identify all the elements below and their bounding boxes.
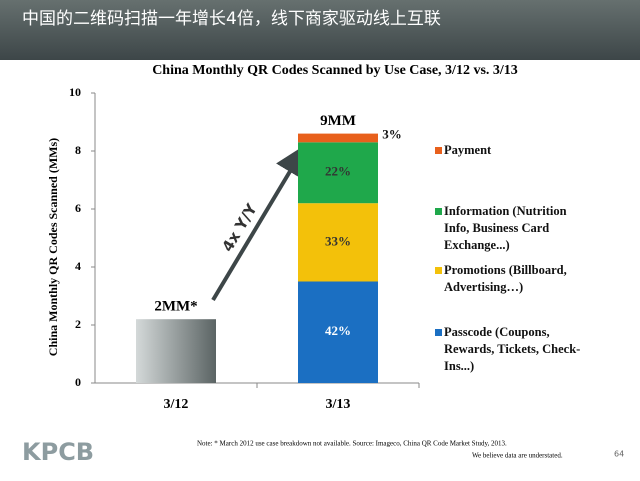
- y-tick-label: 8: [75, 143, 81, 157]
- segment-label: 42%: [325, 323, 351, 338]
- legend-label: Passcode (Coupons, Rewards, Tickets, Che…: [444, 325, 581, 373]
- legend-entry: Promotions (Billboard, Advertising…): [435, 262, 594, 296]
- bar: [136, 319, 216, 383]
- segment-label: 33%: [325, 233, 351, 248]
- legend-label: Payment: [444, 143, 492, 157]
- header: 中国的二维码扫描一年增长4倍，线下商家驱动线上互联: [0, 0, 640, 60]
- legend-label: Information (Nutrition Info, Business Ca…: [444, 204, 567, 252]
- segment-label: 22%: [325, 164, 351, 179]
- bar-segment: [298, 142, 378, 204]
- legend-label: Promotions (Billboard, Advertising…): [444, 263, 567, 294]
- legend-swatch: [435, 208, 442, 215]
- bar-segment: [298, 133, 378, 143]
- legend-swatch: [435, 267, 442, 274]
- y-tick-label: 2: [75, 317, 81, 331]
- note: Note: * March 2012 use case breakdown no…: [197, 440, 507, 448]
- caveat: We believe data are understated.: [472, 452, 563, 460]
- x-tick-label: 3/12: [164, 397, 189, 412]
- y-tick-label: 4: [75, 259, 81, 273]
- y-tick-label: 6: [75, 201, 81, 215]
- y-tick-label: 10: [69, 85, 81, 99]
- logo: KPCB: [22, 438, 94, 466]
- bar-segment: [298, 203, 378, 282]
- legend-swatch: [435, 147, 442, 154]
- page-number: 64: [614, 450, 624, 459]
- bar-segment: [298, 281, 378, 383]
- legend-entry: Payment: [435, 142, 594, 159]
- total-label: 2MM*: [154, 299, 197, 315]
- total-label: 9MM: [320, 113, 356, 129]
- y-tick-label: 0: [75, 375, 81, 389]
- arrow: [211, 144, 307, 302]
- legend-entry: Passcode (Coupons, Rewards, Tickets, Che…: [435, 324, 594, 375]
- segment-label: 3%: [382, 127, 402, 142]
- y-axis-label: China Monthly QR Codes Scanned (MMs): [46, 137, 60, 357]
- legend-entry: Information (Nutrition Info, Business Ca…: [435, 203, 594, 254]
- x-tick-label: 3/13: [326, 397, 351, 412]
- slide-title: 中国的二维码扫描一年增长4倍，线下商家驱动线上互联: [22, 9, 441, 29]
- chart-title: China Monthly QR Codes Scanned by Use Ca…: [152, 63, 518, 78]
- legend-swatch: [435, 329, 442, 336]
